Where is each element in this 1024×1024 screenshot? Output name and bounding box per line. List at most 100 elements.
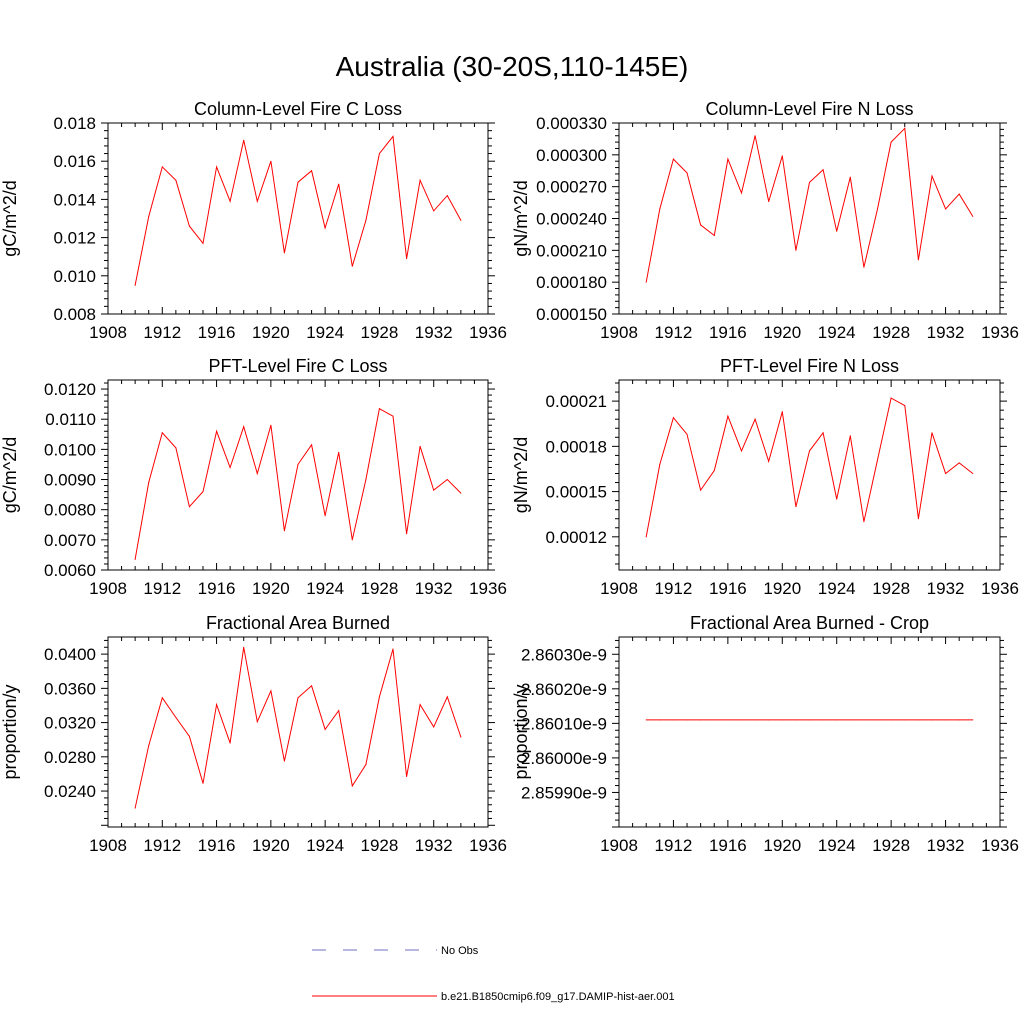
y-tick-label: 0.0110 — [45, 410, 96, 429]
data-point — [931, 175, 933, 177]
data-point — [849, 719, 851, 721]
data-point — [392, 648, 394, 650]
y-axis-label: proportion/y — [0, 684, 20, 779]
y-tick-label: 2.86000e-9 — [521, 749, 607, 768]
x-tick-label: 1912 — [655, 323, 693, 342]
x-tick-label: 1916 — [198, 579, 236, 598]
data-point — [406, 258, 408, 260]
panel-title: Fractional Area Burned - Crop — [690, 613, 929, 633]
x-tick-label: 1908 — [600, 323, 638, 342]
data-point — [270, 424, 272, 426]
data-point — [365, 219, 367, 221]
y-tick-label: 0.000240 — [536, 210, 607, 229]
y-tick-label: 0.000210 — [536, 241, 607, 260]
data-point — [781, 719, 783, 721]
x-tick-label: 1936 — [981, 836, 1019, 855]
panel-title: Fractional Area Burned — [206, 613, 390, 633]
data-point — [809, 450, 810, 452]
chart-panel-2: Column-Level Fire N Loss gN/m^2/d 1908 1912… — [511, 99, 1019, 342]
series-line — [645, 127, 974, 283]
data-point — [406, 776, 408, 778]
data-point — [270, 160, 272, 162]
data-point — [945, 719, 947, 721]
data-point — [686, 433, 688, 435]
data-point — [283, 530, 285, 532]
y-tick-label: 0.0280 — [44, 748, 96, 767]
data-point — [175, 179, 177, 181]
data-point — [836, 498, 838, 500]
x-tick-label: 1936 — [981, 323, 1019, 342]
plot-frame — [618, 379, 1001, 571]
data-point — [672, 158, 674, 160]
panels: Column-Level Fire C Loss gC/m^2/d 1908 1912… — [0, 99, 1019, 855]
data-point — [727, 158, 729, 160]
data-point — [433, 726, 435, 728]
y-tick-label: 0.008 — [53, 305, 96, 324]
plot-frame — [107, 636, 489, 828]
y-tick-label: 0.018 — [53, 114, 96, 133]
data-point — [406, 533, 408, 535]
data-point — [311, 444, 313, 446]
y-tick-label: 0.000300 — [536, 146, 607, 165]
data-point — [378, 696, 380, 698]
chart-panel-1: Column-Level Fire C Loss gC/m^2/d 1908 1912… — [0, 99, 507, 342]
data-point — [216, 166, 218, 168]
data-point — [740, 192, 742, 194]
x-tick-label: 1928 — [872, 579, 910, 598]
data-point — [740, 719, 742, 721]
x-tick-label: 1932 — [927, 579, 965, 598]
data-point — [202, 782, 204, 784]
data-point — [297, 181, 299, 183]
data-point — [270, 690, 272, 692]
data-point — [446, 696, 448, 698]
data-point — [700, 224, 702, 226]
x-tick-label: 1936 — [469, 579, 507, 598]
data-point — [378, 153, 380, 155]
y-tick-label: 0.0080 — [44, 501, 96, 520]
data-point — [338, 710, 340, 712]
x-tick-label: 1916 — [709, 579, 747, 598]
x-tick-label: 1928 — [872, 323, 910, 342]
y-tick-label: 2.86020e-9 — [521, 680, 607, 699]
data-point — [904, 405, 906, 407]
data-point — [659, 463, 661, 465]
x-tick-label: 1932 — [415, 323, 453, 342]
data-point — [877, 719, 879, 721]
x-tick-label: 1932 — [415, 579, 453, 598]
data-point — [754, 719, 756, 721]
legend: No Obs b.e21.B1850cmip6.f09_g17.DAMIP-his… — [312, 945, 675, 1003]
x-tick-label: 1936 — [469, 323, 507, 342]
x-tick-label: 1916 — [198, 323, 236, 342]
data-point — [958, 193, 960, 195]
data-point — [351, 265, 353, 267]
x-tick-label: 1912 — [143, 579, 181, 598]
data-point — [972, 472, 974, 474]
x-tick-label: 1912 — [655, 836, 693, 855]
data-point — [795, 249, 797, 251]
data-point — [365, 479, 367, 481]
data-point — [686, 719, 688, 721]
data-point — [795, 719, 797, 721]
data-point — [297, 463, 299, 465]
data-point — [161, 166, 163, 168]
series-line — [134, 407, 462, 560]
chart-panel-3: PFT-Level Fire C Loss gC/m^2/d 1908 1912 191… — [0, 356, 507, 598]
y-tick-label: 0.016 — [53, 152, 96, 171]
y-tick-label: 2.85990e-9 — [521, 783, 607, 802]
data-point — [768, 201, 770, 203]
data-point — [877, 459, 879, 461]
data-point — [419, 179, 421, 181]
y-tick-label: 0.00015 — [546, 483, 607, 502]
x-tick-label: 1924 — [306, 323, 344, 342]
data-point — [338, 451, 340, 453]
y-axis-label: proportion/y — [511, 684, 531, 779]
x-tick-label: 1928 — [872, 836, 910, 855]
x-tick-label: 1928 — [361, 579, 399, 598]
data-point — [256, 200, 258, 202]
data-point — [700, 719, 702, 721]
plot-frame — [107, 379, 489, 571]
data-point — [433, 210, 435, 212]
data-point — [836, 230, 838, 232]
x-tick-label: 1920 — [252, 836, 290, 855]
data-point — [311, 685, 313, 687]
